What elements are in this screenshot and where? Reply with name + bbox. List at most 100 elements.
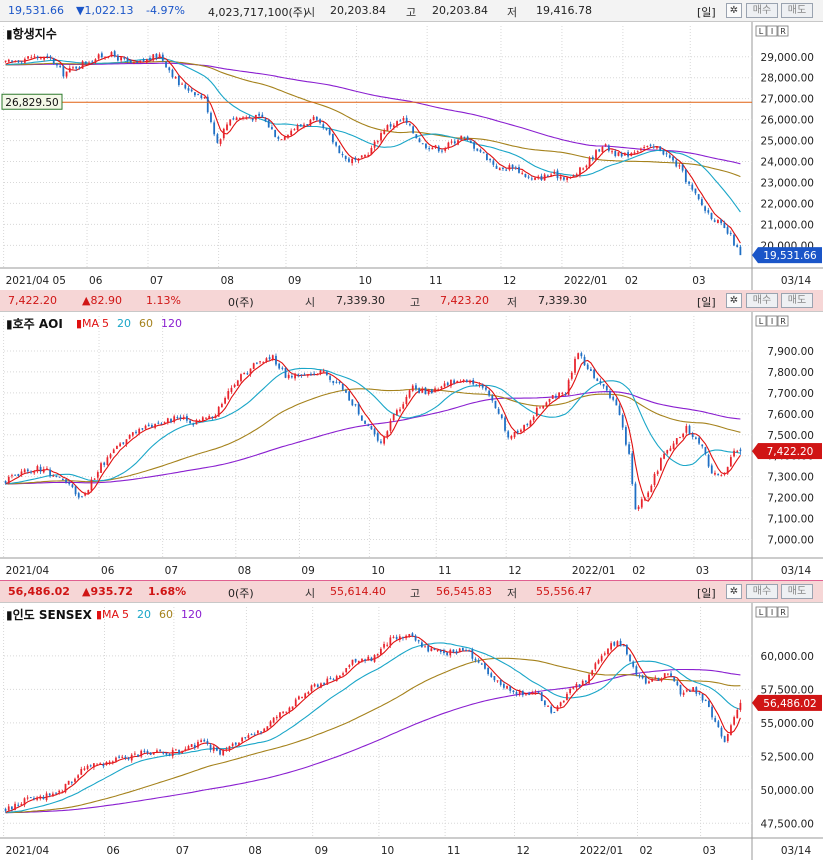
candle-body xyxy=(502,167,504,169)
candle-body xyxy=(109,454,112,458)
price-change: ▲82.90 xyxy=(82,294,122,307)
candle xyxy=(447,141,450,150)
candle xyxy=(236,379,239,386)
candle xyxy=(518,689,521,697)
candle xyxy=(29,796,32,799)
aoi-chart[interactable]: LIR7,000.007,100.007,200.007,300.007,400… xyxy=(0,312,823,580)
candle xyxy=(81,60,84,69)
candle xyxy=(437,144,440,153)
candle-body xyxy=(325,128,328,130)
candle xyxy=(27,56,29,60)
candle xyxy=(117,54,119,62)
buy-button[interactable]: 매수 xyxy=(746,3,778,18)
candle xyxy=(116,445,118,450)
candle xyxy=(726,466,729,475)
candle xyxy=(112,448,115,454)
hsi-chart[interactable]: L I R20,000.0021,000.0022,000.0023,000.002… xyxy=(0,22,823,290)
candle-body xyxy=(152,54,155,61)
candle-body xyxy=(405,396,408,404)
candle-body xyxy=(405,635,407,639)
period-button[interactable]: [일] xyxy=(697,296,716,309)
candle xyxy=(652,143,655,149)
candle-body xyxy=(99,763,102,765)
high-label: 고 xyxy=(410,587,421,600)
sensex-chart[interactable]: L I R47,500.0050,000.0052,500.0055,000.005… xyxy=(0,603,823,860)
candle xyxy=(224,396,226,405)
candle xyxy=(30,54,33,59)
candle-body xyxy=(695,687,698,694)
candle xyxy=(694,436,697,440)
candle-body xyxy=(666,450,669,454)
candle xyxy=(161,52,164,63)
candle-body xyxy=(425,143,427,149)
settings-icon[interactable]: ✲ xyxy=(726,293,742,308)
chart-title-text: 항생지수 xyxy=(12,27,57,41)
candle xyxy=(496,680,499,683)
candle-body xyxy=(530,178,533,180)
candle-body xyxy=(280,139,283,141)
period-button[interactable]: [일] xyxy=(697,587,716,600)
candle xyxy=(492,159,495,167)
x-tick-label: 09 xyxy=(288,275,301,287)
x-tick-label: 11 xyxy=(447,845,460,857)
candle xyxy=(357,660,360,665)
buy-button[interactable]: 매수 xyxy=(746,584,778,599)
candle xyxy=(280,139,283,141)
candle xyxy=(36,464,39,474)
candle-body xyxy=(450,379,452,387)
last-price-box xyxy=(758,247,822,264)
candle-body xyxy=(437,146,440,152)
candle xyxy=(443,648,445,656)
candle-body xyxy=(490,673,493,677)
candle xyxy=(527,174,530,180)
settings-icon[interactable]: ✲ xyxy=(726,584,742,599)
y-tick-label: 29,000.00 xyxy=(761,52,814,64)
y-tick-label: 7,200.00 xyxy=(767,493,814,505)
buy-button[interactable]: 매수 xyxy=(746,293,778,308)
candle-body xyxy=(236,380,239,386)
candle xyxy=(424,386,427,395)
candle xyxy=(203,96,206,99)
sell-button[interactable]: 매도 xyxy=(781,584,813,599)
axis-toggle-label: I xyxy=(771,27,773,36)
candle xyxy=(408,633,411,638)
candle-body xyxy=(177,75,180,85)
period-button[interactable]: [일] xyxy=(697,6,716,19)
candle xyxy=(316,373,319,376)
candle xyxy=(489,158,492,163)
candle xyxy=(173,414,176,424)
candle xyxy=(698,436,700,445)
candle-body xyxy=(100,53,103,58)
sell-button[interactable]: 매도 xyxy=(781,293,813,308)
candle xyxy=(495,163,498,169)
sell-button[interactable]: 매도 xyxy=(781,3,813,18)
candle-body xyxy=(364,420,366,424)
candle xyxy=(313,371,316,376)
candle-body xyxy=(556,170,559,179)
ma-legend: ▮MA 5 20 60 120 xyxy=(96,608,202,621)
candle xyxy=(682,690,685,697)
candle xyxy=(254,114,257,123)
y-tick-label: 27,000.00 xyxy=(761,94,814,106)
candle-body xyxy=(52,475,55,477)
candle xyxy=(144,424,147,430)
candle-body xyxy=(313,684,316,687)
candle-body xyxy=(20,61,23,63)
candle xyxy=(40,57,42,60)
candle xyxy=(691,182,694,192)
candle xyxy=(395,634,398,640)
candle xyxy=(578,684,581,689)
candle-body xyxy=(52,793,54,797)
candle xyxy=(7,475,10,485)
candle xyxy=(163,421,166,425)
candle-body xyxy=(414,635,417,641)
candle xyxy=(486,152,488,161)
candle-body xyxy=(460,135,463,140)
candle xyxy=(74,777,76,783)
candle xyxy=(261,112,264,119)
settings-icon[interactable]: ✲ xyxy=(726,3,742,18)
candle-body xyxy=(367,154,370,156)
ma60-line xyxy=(5,60,741,178)
candle-body xyxy=(190,744,193,747)
candle-body xyxy=(206,96,209,113)
